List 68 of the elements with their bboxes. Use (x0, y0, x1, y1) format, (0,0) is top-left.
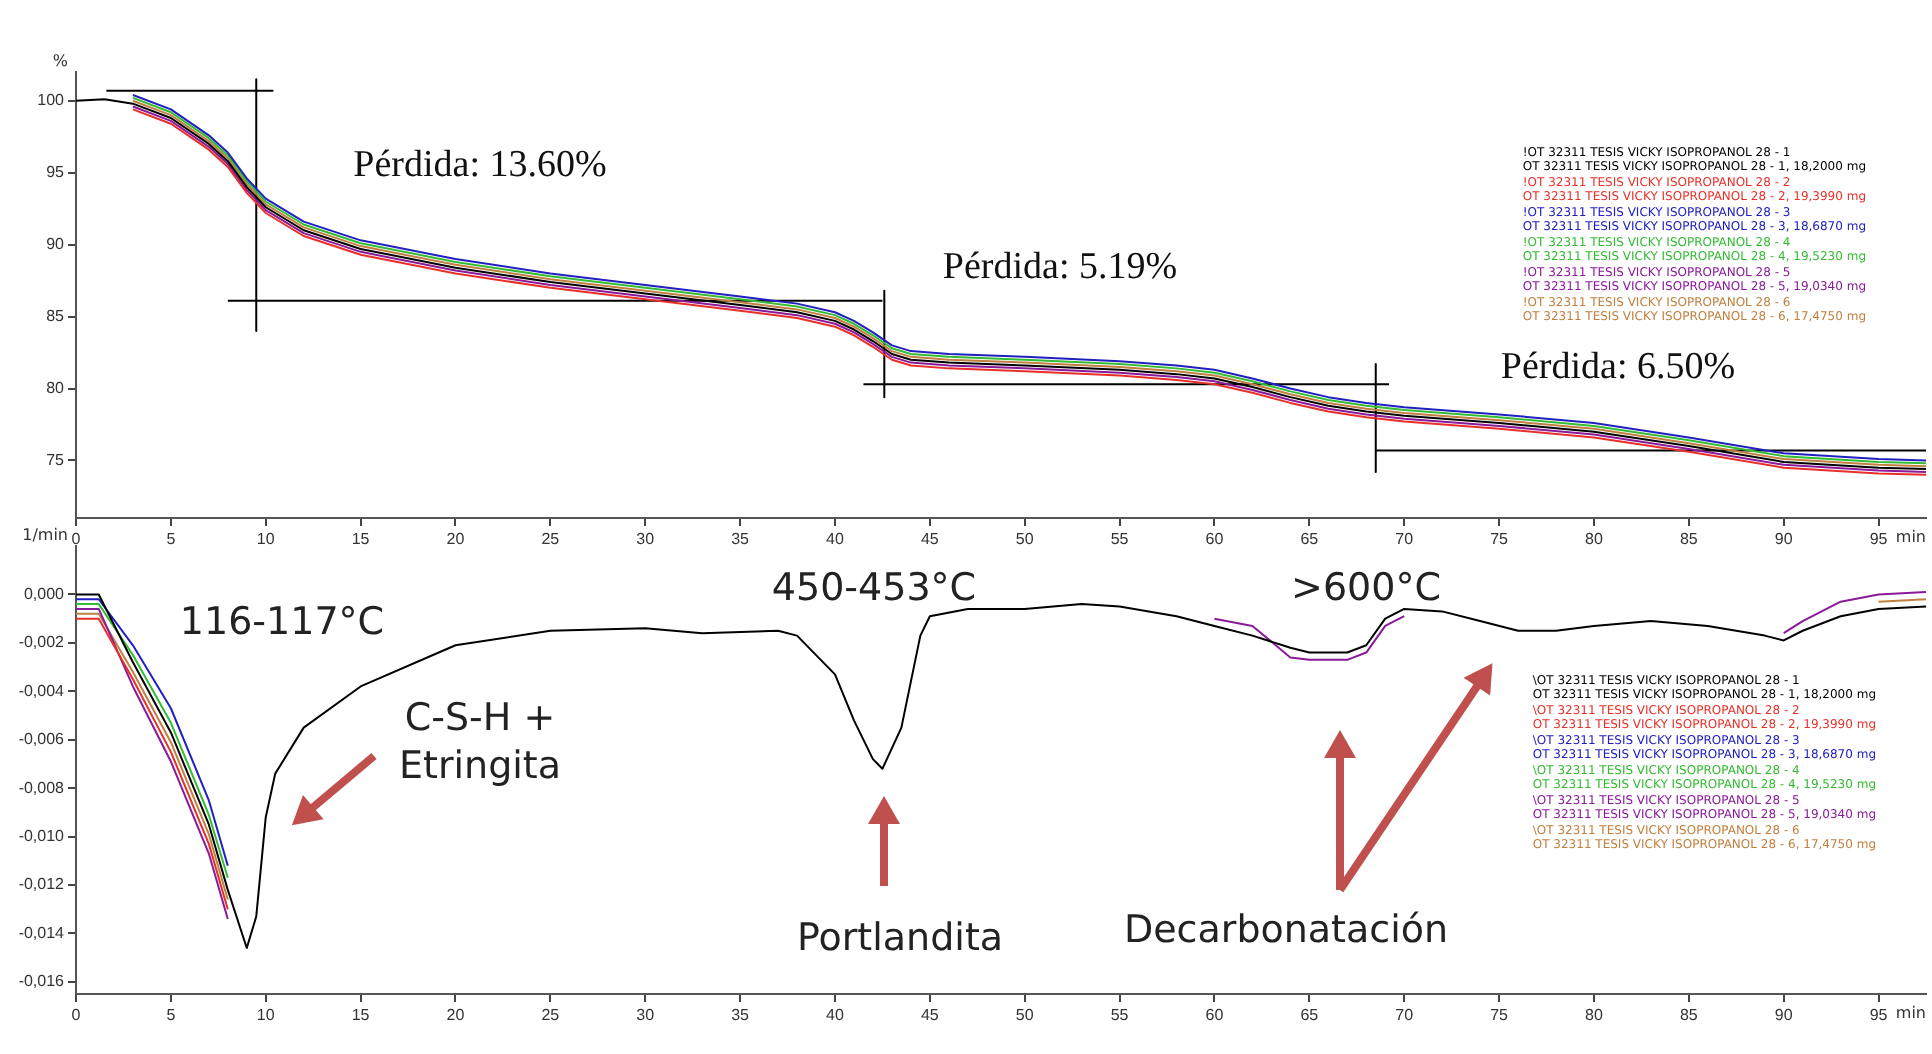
x-tick-label: 55 (1110, 530, 1130, 549)
x-tick-label: 40 (826, 1006, 845, 1025)
x-tick-label: 45 (920, 1006, 940, 1025)
y-tick-label: 95 (46, 163, 66, 182)
x-axis-title: min (1895, 1004, 1926, 1023)
annotation: 450-453°C (771, 565, 977, 610)
x-tick-label: 50 (1015, 530, 1035, 549)
annotation: C-S-H + Etringita (398, 695, 562, 788)
x-tick-label: 80 (1585, 1006, 1604, 1025)
x-tick-label: 95 (1869, 530, 1889, 549)
y-tick-label: 90 (46, 235, 66, 254)
x-tick-label: 45 (920, 530, 940, 549)
y-tick-label: -0,008 (18, 778, 66, 797)
x-tick-label: 0 (71, 530, 82, 549)
y-axis-title: % (52, 52, 69, 71)
x-tick-label: 30 (636, 530, 656, 549)
x-tick-label: 50 (1015, 1006, 1035, 1025)
x-tick-label: 80 (1585, 530, 1604, 549)
x-tick-label: 5 (166, 530, 177, 549)
y-tick-label: -0,004 (18, 681, 66, 700)
x-tick-label: 0 (71, 1006, 82, 1025)
x-tick-label: 30 (636, 1006, 656, 1025)
x-tick-label: 90 (1774, 1006, 1794, 1025)
y-tick-label: -0,006 (18, 730, 66, 749)
x-tick-label: 60 (1205, 1006, 1225, 1025)
annotation: Portlandita (796, 915, 1004, 960)
y-tick-label: 75 (46, 450, 66, 469)
annotation: >600°C (1291, 565, 1441, 610)
y-tick-label: -0,014 (18, 923, 66, 942)
x-tick-label: 85 (1679, 530, 1699, 549)
x-tick-label: 85 (1679, 1006, 1699, 1025)
y-tick-label: -0,016 (18, 972, 66, 991)
annotation: Decarbonatación (1123, 907, 1449, 952)
y-tick-label: 0,000 (23, 584, 66, 603)
annotation: 116-117°C (179, 599, 385, 644)
x-tick-label: 75 (1490, 1006, 1510, 1025)
x-tick-label: 5 (166, 1006, 177, 1025)
x-tick-label: 95 (1869, 1006, 1889, 1025)
x-tick-label: 70 (1395, 1006, 1415, 1025)
x-tick-label: 35 (731, 1006, 751, 1025)
x-tick-label: 10 (256, 530, 276, 549)
x-tick-label: 25 (541, 1006, 561, 1025)
x-tick-label: 20 (446, 530, 466, 549)
x-tick-label: 40 (826, 530, 845, 549)
x-tick-label: 75 (1490, 530, 1510, 549)
x-tick-label: 90 (1774, 530, 1794, 549)
x-tick-label: 15 (351, 1006, 371, 1025)
x-tick-label: 10 (256, 1006, 276, 1025)
x-tick-label: 55 (1110, 1006, 1130, 1025)
x-tick-label: 70 (1395, 530, 1415, 549)
x-tick-label: 20 (446, 1006, 466, 1025)
y-tick-label: -0,010 (18, 827, 66, 845)
annotation: Pérdida: 5.19% (942, 245, 1178, 288)
x-tick-label: 35 (731, 530, 751, 549)
y-tick-label: 80 (46, 378, 66, 397)
y-tick-label: -0,002 (18, 633, 66, 652)
annotation: Pérdida: 6.50% (1500, 345, 1736, 388)
x-tick-label: 65 (1300, 530, 1320, 549)
annotation: Pérdida: 13.60% (353, 143, 607, 186)
y-tick-label: 85 (46, 306, 66, 325)
y-tick-label: 100 (37, 91, 66, 110)
y-axis-title: 1/min (22, 526, 68, 545)
x-tick-label: 65 (1300, 1006, 1320, 1025)
x-tick-label: 60 (1205, 530, 1225, 549)
x-tick-label: 15 (351, 530, 371, 549)
x-axis-title: min (1895, 528, 1926, 547)
y-tick-label: -0,012 (18, 875, 66, 894)
x-tick-label: 25 (541, 530, 561, 549)
